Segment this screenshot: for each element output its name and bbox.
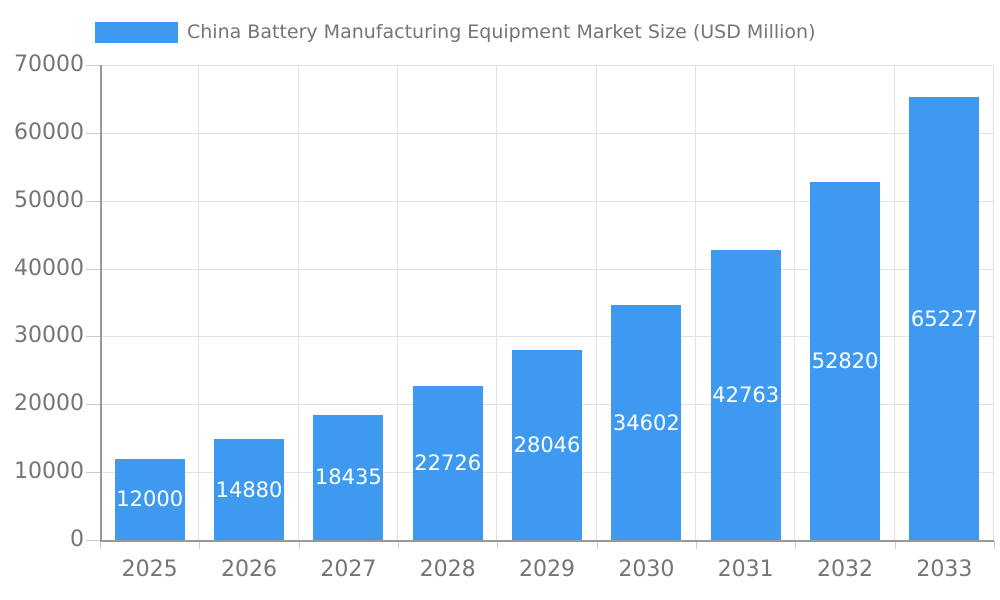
bar-2028[interactable]: 22726 — [412, 385, 483, 540]
vertical-gridline — [496, 65, 498, 540]
x-axis-label: 2029 — [519, 557, 575, 582]
bar-value-label: 65227 — [910, 306, 978, 331]
y-axis-tick — [86, 268, 100, 270]
y-axis-line — [100, 65, 102, 540]
y-axis-tick — [86, 132, 100, 134]
x-axis-tick — [100, 541, 101, 549]
y-axis-tick — [86, 200, 100, 202]
y-axis-label: 10000 — [14, 459, 84, 485]
x-axis-label: 2030 — [618, 557, 675, 582]
horizontal-gridline — [100, 200, 994, 202]
x-axis-label: 2027 — [320, 557, 377, 582]
bar-value-label: 42763 — [712, 382, 780, 407]
bar-value-label: 28046 — [513, 432, 581, 457]
bar-2030[interactable]: 34602 — [611, 305, 682, 540]
bar-value-label: 52820 — [811, 348, 879, 373]
x-axis-tick — [894, 541, 896, 549]
bar-2033[interactable]: 65227 — [909, 97, 980, 540]
y-axis-label: 50000 — [14, 187, 84, 213]
vertical-gridline — [595, 65, 597, 540]
bar-value-label: 34602 — [612, 410, 680, 435]
horizontal-gridline — [100, 268, 994, 270]
x-axis-tick — [596, 541, 598, 549]
y-axis-tick — [86, 404, 100, 406]
plot-area: 12000 14880 18435 22726 28046 34602 42763 52820… — [100, 65, 994, 542]
vertical-gridline — [397, 65, 398, 540]
y-axis-label: 30000 — [14, 323, 84, 349]
x-axis-line — [100, 540, 994, 542]
bar-value-label: 18435 — [314, 465, 382, 490]
y-axis-label: 60000 — [14, 119, 84, 145]
vertical-gridline — [297, 65, 299, 540]
bar-2031[interactable]: 42763 — [710, 249, 781, 540]
horizontal-gridline — [100, 132, 994, 134]
x-axis-tick — [298, 541, 300, 549]
x-axis-label: 2031 — [717, 557, 774, 582]
x-axis-tick — [199, 541, 201, 549]
legend-swatch — [95, 22, 178, 43]
x-axis-tick — [994, 541, 995, 549]
x-axis-tick — [696, 541, 697, 549]
bar-value-label: 14880 — [215, 477, 283, 502]
vertical-gridline — [695, 65, 696, 540]
bar-2025[interactable]: 12000 — [114, 458, 185, 540]
legend-title: China Battery Manufacturing Equipment Ma… — [187, 21, 816, 43]
x-axis-tick — [795, 541, 797, 549]
y-axis-tick — [86, 336, 100, 338]
bar-2027[interactable]: 18435 — [313, 414, 384, 540]
horizontal-gridline — [100, 65, 994, 66]
x-axis-label: 2032 — [817, 557, 873, 582]
legend[interactable]: China Battery Manufacturing Equipment Ma… — [95, 22, 816, 43]
vertical-gridline — [794, 65, 796, 540]
y-axis-tick — [86, 65, 100, 66]
y-axis-label: 0 — [70, 526, 84, 552]
y-axis-tick — [86, 540, 100, 541]
x-axis-label: 2033 — [916, 557, 973, 582]
y-axis-label: 20000 — [14, 391, 84, 417]
x-axis-label: 2025 — [121, 557, 178, 582]
bar-value-label: 12000 — [116, 487, 184, 512]
vertical-gridline — [198, 65, 200, 540]
bar-2029[interactable]: 28046 — [512, 349, 582, 540]
x-axis-tick — [398, 541, 399, 549]
x-axis-label: 2026 — [221, 557, 277, 582]
y-axis-label: 70000 — [14, 51, 84, 77]
y-axis-tick — [86, 472, 100, 474]
vertical-gridline — [993, 65, 994, 540]
x-axis-tick — [497, 541, 499, 549]
x-axis-label: 2028 — [419, 557, 476, 582]
horizontal-gridline — [100, 336, 994, 338]
bar-value-label: 22726 — [414, 450, 482, 475]
vertical-gridline — [893, 65, 895, 540]
bar-2026[interactable]: 14880 — [214, 439, 284, 540]
y-axis-label: 40000 — [14, 255, 84, 281]
bar-2032[interactable]: 52820 — [810, 181, 880, 540]
